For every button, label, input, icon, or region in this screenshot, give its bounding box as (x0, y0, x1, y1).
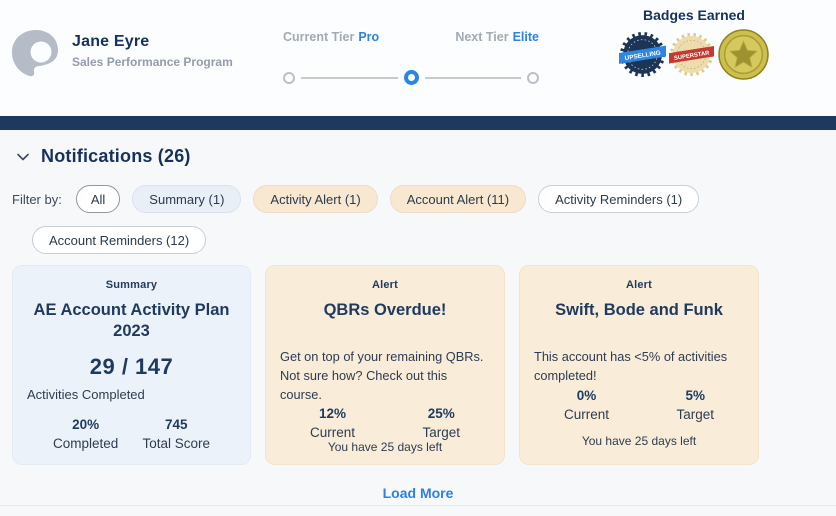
stat-value: 0% (576, 387, 597, 403)
stat-value: 25% (427, 406, 455, 422)
current-tier-value: Pro (358, 30, 380, 44)
gold-star-badge-icon (717, 29, 769, 80)
alert-card-qbrs[interactable]: Alert QBRs Overdue! Get on top of your r… (265, 265, 505, 465)
stat-label: Current (310, 425, 356, 441)
stat-label: Target (676, 406, 714, 422)
tier-labels: Current Tier Pro Next Tier Elite (283, 30, 539, 44)
card-tag: Alert (371, 279, 399, 291)
program-name: Sales Performance Program (72, 55, 233, 69)
filter-bar: Filter by: All Summary (1) Activity Aler… (12, 185, 824, 254)
tier-progress-block: Current Tier Pro Next Tier Elite (283, 30, 539, 85)
badges-title: Badges Earned (643, 7, 745, 23)
stat-target: 5% Target (676, 388, 714, 422)
card-body: This account has <5% of activities compl… (534, 349, 728, 383)
tier-current-dot (403, 70, 419, 85)
stat-label: Target (422, 425, 460, 441)
summary-card[interactable]: Summary AE Account Activity Plan 2023 29… (12, 265, 251, 465)
tier-progress-slider (283, 70, 539, 85)
superstar-badge-icon: SUPERSTAR (668, 32, 714, 77)
next-tier-label: Next Tier (455, 30, 509, 44)
card-tag: Summary (105, 279, 158, 291)
stat-value: 745 (164, 416, 188, 432)
chevron-down-icon[interactable] (16, 150, 30, 164)
stat-value: 20% (72, 416, 100, 432)
card-stats: 0% Current 5% Target (534, 388, 744, 422)
header: Jane Eyre Sales Performance Program Curr… (0, 0, 836, 116)
current-tier: Current Tier Pro (283, 30, 379, 44)
upselling-badge-icon: UPSELLING (618, 32, 666, 77)
activities-caption: Activities Completed (27, 386, 145, 402)
stat-current: 12% Current (310, 406, 355, 440)
filter-pill-activity-alert[interactable]: Activity Alert (1) (253, 185, 378, 213)
stat-label: Completed (53, 435, 119, 451)
alert-card-account[interactable]: Alert Swift, Bode and Funk This account … (519, 265, 759, 465)
filter-pill-account-alert[interactable]: Account Alert (11) (389, 185, 527, 213)
bottom-divider (0, 505, 836, 506)
next-tier-value: Elite (512, 30, 539, 44)
card-tag: Alert (625, 279, 653, 291)
card-title: QBRs Overdue! (323, 301, 447, 319)
badges-block: Badges Earned UPSELLING (610, 7, 778, 81)
tier-track (424, 76, 521, 79)
filter-pill-summary[interactable]: Summary (1) (132, 185, 242, 213)
stat-label: Total Score (142, 435, 210, 451)
filter-by-label: Filter by: (12, 191, 62, 207)
notifications-header: Notifications (26) (16, 146, 824, 167)
next-tier: Next Tier Elite (455, 30, 539, 44)
stat-target: 25% Target (422, 406, 460, 440)
tier-start-dot (283, 71, 295, 84)
tier-end-dot (527, 71, 539, 84)
stat-value: 12% (318, 406, 347, 422)
load-more-button[interactable]: Load More (382, 485, 454, 501)
stat-total-score: 745 Total Score (142, 417, 210, 451)
svg-text:SUPERSTAR: SUPERSTAR (673, 50, 710, 62)
user-name: Jane Eyre (72, 33, 150, 50)
card-stats: 12% Current 25% Target (280, 406, 490, 440)
filter-pill-all[interactable]: All (75, 185, 121, 213)
notifications-section: Notifications (26) Filter by: All Summar… (0, 130, 836, 516)
stat-current: 0% Current (564, 388, 609, 422)
stat-completed: 20% Completed (53, 417, 118, 451)
stat-label: Current (564, 406, 610, 422)
filter-row-1: Filter by: All Summary (1) Activity Aler… (12, 185, 824, 213)
notification-cards: Summary AE Account Activity Plan 2023 29… (12, 265, 824, 465)
activities-count: 29 / 147 (89, 353, 174, 379)
section-divider-bar (0, 116, 836, 130)
card-title: AE Account Activity Plan 2023 (33, 301, 230, 341)
badges-row: UPSELLING SUPERSTAR (610, 28, 778, 81)
card-title: Swift, Bode and Funk (555, 301, 723, 319)
brand-logo-icon (11, 30, 58, 77)
stat-value: 5% (685, 387, 705, 403)
current-tier-label: Current Tier (283, 30, 355, 44)
tier-track (301, 76, 398, 79)
notifications-title: Notifications (26) (41, 146, 191, 166)
days-left-note: You have 25 days left (581, 434, 697, 448)
days-left-note: You have 25 days left (327, 440, 443, 455)
card-body: Get on top of your remaining QBRs. Not s… (280, 349, 484, 402)
user-block: Jane Eyre Sales Performance Program (72, 33, 233, 69)
filter-pill-account-reminders[interactable]: Account Reminders (12) (32, 226, 207, 254)
filter-pill-activity-reminders[interactable]: Activity Reminders (1) (538, 185, 700, 213)
filter-row-2: Account Reminders (12) (32, 226, 824, 254)
card-stats: 20% Completed 745 Total Score (27, 417, 236, 451)
